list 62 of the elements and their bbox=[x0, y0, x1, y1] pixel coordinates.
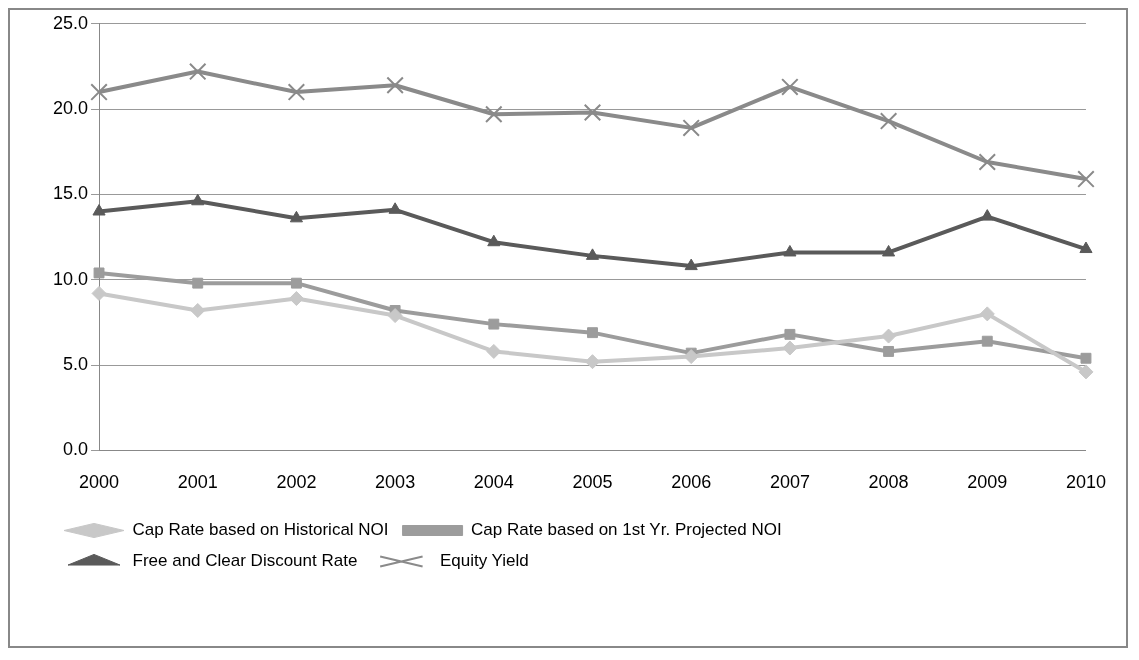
point bbox=[387, 308, 403, 324]
y-tick-label: 10.0 bbox=[52, 268, 89, 289]
point bbox=[684, 258, 698, 271]
point bbox=[1077, 170, 1095, 188]
point bbox=[980, 209, 994, 221]
point bbox=[92, 204, 106, 216]
point bbox=[583, 103, 602, 122]
point bbox=[683, 349, 699, 365]
point bbox=[881, 328, 897, 344]
y-tick-label: 25.0 bbox=[52, 12, 89, 33]
x-tick-label: 2010 bbox=[1065, 472, 1106, 493]
y-tick-label: 20.0 bbox=[52, 98, 89, 119]
point bbox=[1080, 352, 1092, 364]
y-tick-label: 0.0 bbox=[63, 439, 89, 460]
point bbox=[288, 291, 304, 307]
point bbox=[1079, 241, 1093, 254]
point bbox=[585, 354, 601, 370]
point bbox=[781, 78, 799, 96]
point bbox=[191, 193, 205, 206]
point bbox=[585, 248, 600, 260]
point bbox=[287, 83, 306, 101]
x-tick-label: 2006 bbox=[671, 472, 712, 493]
x-tick-label: 2002 bbox=[276, 472, 317, 493]
point bbox=[190, 302, 206, 318]
point bbox=[883, 345, 895, 357]
legend-label: Equity Yield bbox=[439, 551, 529, 571]
legend-label: Cap Rate based on 1st Yr. Projected NOI bbox=[471, 520, 782, 540]
point bbox=[682, 119, 700, 137]
point bbox=[386, 76, 404, 95]
x-tick-label: 2005 bbox=[572, 472, 613, 493]
legend-label: Free and Clear Discount Rate bbox=[132, 551, 358, 571]
point bbox=[487, 234, 501, 247]
x-tick-label: 2007 bbox=[769, 472, 810, 493]
x-tick-label: 2004 bbox=[473, 472, 514, 493]
point bbox=[879, 112, 898, 130]
point bbox=[289, 210, 303, 223]
y-tick-label: 5.0 bbox=[63, 354, 89, 375]
legend-label: Cap Rate based on Historical NOI bbox=[132, 520, 389, 540]
point bbox=[981, 335, 993, 347]
x-tick-label: 2009 bbox=[967, 472, 1008, 493]
point bbox=[882, 244, 896, 257]
point bbox=[488, 318, 500, 330]
point bbox=[782, 340, 798, 356]
point bbox=[90, 83, 108, 101]
point bbox=[979, 306, 995, 322]
point bbox=[91, 285, 107, 301]
x-tick-label: 2001 bbox=[177, 472, 218, 493]
point bbox=[290, 277, 302, 289]
point bbox=[783, 244, 797, 257]
point bbox=[388, 202, 402, 214]
point bbox=[486, 343, 502, 359]
point bbox=[587, 327, 598, 339]
y-tick-label: 15.0 bbox=[52, 183, 89, 204]
x-tick-label: 2003 bbox=[375, 472, 416, 493]
point bbox=[978, 153, 997, 171]
point bbox=[485, 105, 503, 124]
point bbox=[192, 277, 204, 289]
point bbox=[188, 62, 207, 81]
x-tick-label: 2008 bbox=[868, 472, 909, 493]
point bbox=[784, 328, 796, 340]
point bbox=[1078, 364, 1094, 380]
x-tick-label: 2000 bbox=[79, 472, 120, 493]
